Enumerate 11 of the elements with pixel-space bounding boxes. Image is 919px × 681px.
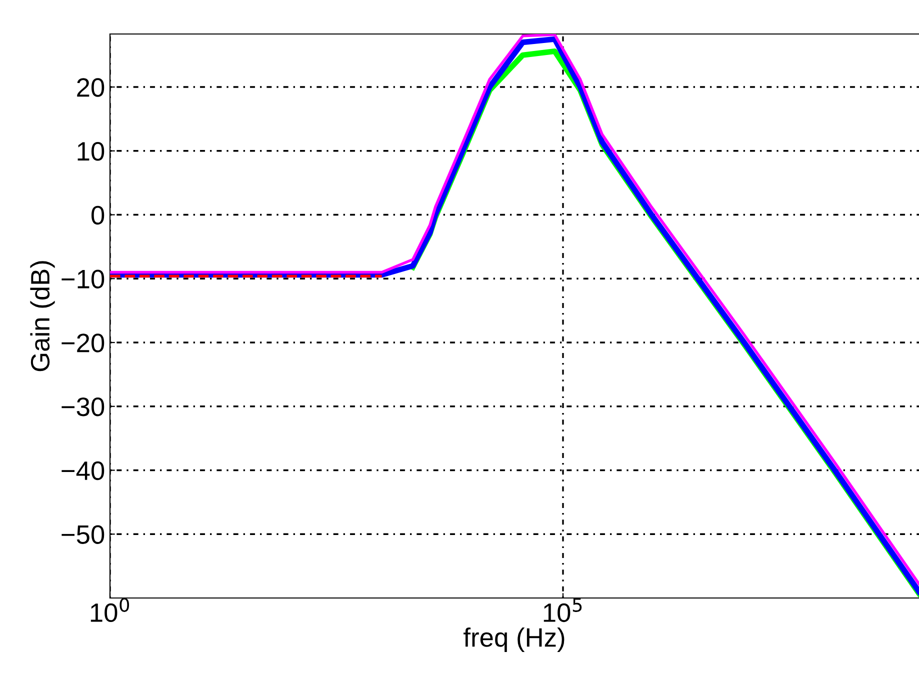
y-tick-label: −10: [62, 270, 104, 288]
y-tick-label: 20: [77, 78, 104, 97]
x-tick-label: 10$^{0}$: [90, 598, 130, 622]
x-axis-title: freq (Hz): [464, 627, 564, 652]
y-tick-label: 0: [91, 206, 104, 225]
y-tick-label: −40: [62, 461, 104, 480]
y-tick-label: −50: [62, 525, 104, 544]
y-tick-label: −30: [62, 398, 104, 416]
y-axis-title: Gain (dB): [30, 261, 55, 372]
y-tick-label: −20: [62, 334, 104, 352]
y-tick-label: 10: [78, 142, 104, 161]
